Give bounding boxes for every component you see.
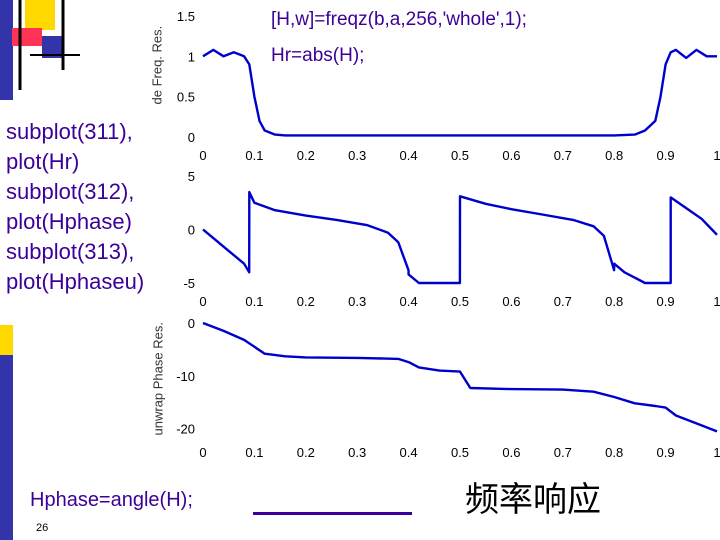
chart1-xtick: 0.2	[297, 148, 315, 163]
chart1-series-line	[202, 48, 717, 137]
code-line-plot-hr: plot(Hr)	[6, 149, 80, 174]
chart3-xtick: 0.9	[657, 445, 675, 460]
chart3-xtick: 0.7	[554, 445, 572, 460]
chart2-xtick: 0.7	[554, 294, 572, 309]
chart1-xtick: 0.3	[348, 148, 366, 163]
code-line-plot-hphase: plot(Hphase)	[6, 209, 132, 234]
code-line-plot-hphaseu: plot(Hphaseu)	[6, 269, 145, 294]
chart1-ytick: 1	[188, 49, 195, 64]
chart3-xtick: 0.4	[400, 445, 418, 460]
chart1-xtick: 0.5	[451, 148, 469, 163]
chart1-xtick: 0.7	[554, 148, 572, 163]
chart1-xtick: 0.9	[657, 148, 675, 163]
chart1-ytick: 1.5	[177, 9, 195, 24]
chart1-xtick: 0.6	[502, 148, 520, 163]
chart1-ylabel: de Freq. Res.	[149, 25, 165, 105]
chart3-ylabel: unwrap Phase Res.	[150, 322, 166, 436]
chart3-xtick: 1	[713, 445, 720, 460]
chart1-ytick: 0	[188, 130, 195, 145]
chart2-xtick: 0.5	[451, 294, 469, 309]
page-number: 26	[36, 522, 49, 534]
deco-blue-bar-bottom	[0, 330, 13, 540]
chart3-xtick: 0.6	[502, 445, 520, 460]
chart2-xtick: 0.8	[605, 294, 623, 309]
chart3-ytick: -10	[176, 369, 195, 384]
chart2-ytick: 0	[188, 223, 195, 238]
code-underline	[253, 512, 412, 515]
deco-blue-square	[42, 36, 64, 58]
chart2-xtick: 0.1	[245, 294, 263, 309]
slide-decoration	[0, 0, 80, 540]
chart1-xtick: 0	[199, 148, 206, 163]
deco-blue-bar-top	[0, 0, 13, 100]
chart1-xtick: 0.1	[245, 148, 263, 163]
chart2-series-line	[202, 190, 718, 285]
chart3-xtick: 0.2	[297, 445, 315, 460]
code-line-subplot313: subplot(313),	[6, 239, 135, 264]
code-block-left: subplot(311), plot(Hr) subplot(312), plo…	[6, 117, 144, 297]
deco-yellow-block-left	[0, 325, 13, 355]
chart1-xtick: 0.4	[400, 148, 418, 163]
chart2-xtick: 0.4	[400, 294, 418, 309]
caption-frequency-response: 频率响应	[465, 480, 601, 520]
chart2-xtick: 0.2	[297, 294, 315, 309]
chart3-xtick: 0.5	[451, 445, 469, 460]
code-line-subplot311: subplot(311),	[6, 119, 133, 144]
chart3-series-line	[202, 321, 718, 433]
chart1-xtick: 0.8	[605, 148, 623, 163]
chart2-ytick: 5	[188, 169, 195, 184]
chart3-ytick: 0	[188, 316, 195, 331]
chart1-ytick: 0.5	[177, 90, 195, 105]
chart2-xtick: 0	[199, 294, 206, 309]
code-line-angle: Hphase=angle(H);	[30, 489, 193, 511]
chart2-ytick: -5	[183, 276, 195, 291]
chart3-xtick: 0	[199, 445, 206, 460]
code-line-freqz: [H,w]=freqz(b,a,256,'whole',1);	[271, 9, 527, 30]
chart3-xtick: 0.3	[348, 445, 366, 460]
chart2-xtick: 1	[713, 294, 720, 309]
chart2-xtick: 0.3	[348, 294, 366, 309]
code-line-abs: Hr=abs(H);	[271, 45, 365, 66]
chart3-ytick: -20	[176, 422, 195, 437]
chart2-xtick: 0.9	[657, 294, 675, 309]
chart3-xtick: 0.1	[245, 445, 263, 460]
chart2-xtick: 0.6	[502, 294, 520, 309]
code-line-subplot312: subplot(312),	[6, 179, 135, 204]
chart3-xtick: 0.8	[605, 445, 623, 460]
chart1-xtick: 1	[713, 148, 720, 163]
deco-yellow-square	[25, 0, 55, 30]
